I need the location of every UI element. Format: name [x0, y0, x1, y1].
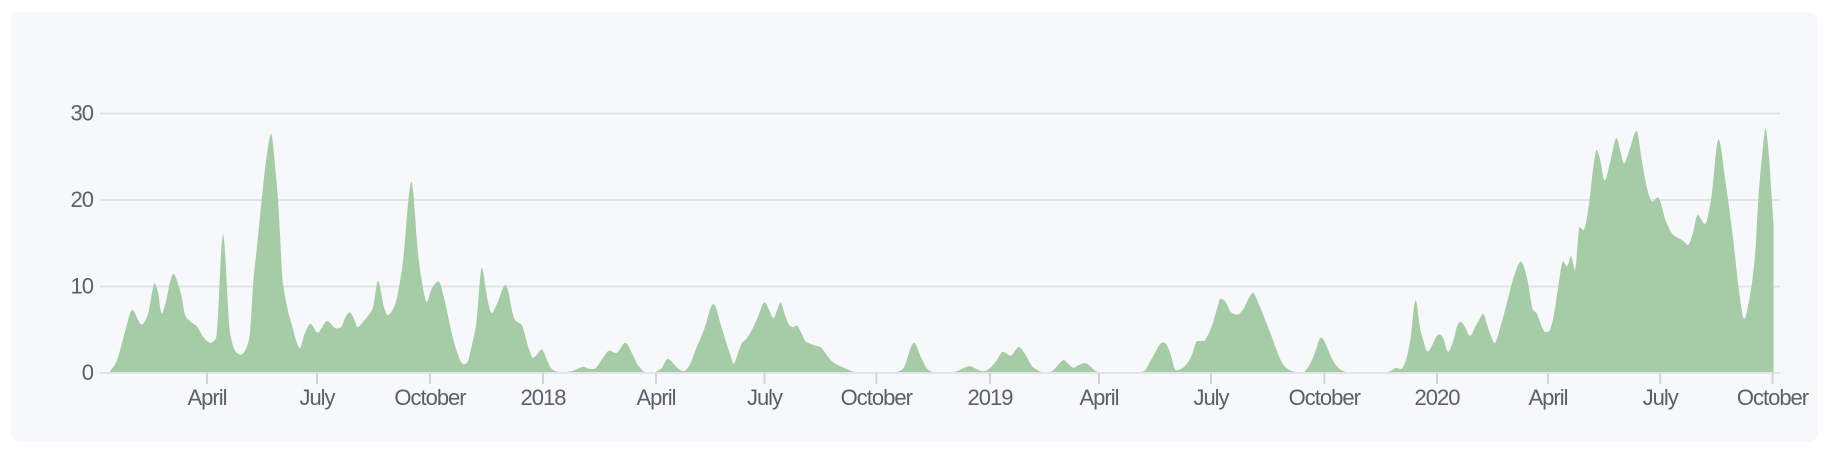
svg-text:October: October [1737, 385, 1809, 410]
svg-text:July: July [299, 385, 335, 410]
svg-text:2019: 2019 [968, 385, 1014, 410]
svg-text:2018: 2018 [521, 385, 567, 410]
svg-text:July: July [1193, 385, 1229, 410]
svg-text:2020: 2020 [1415, 385, 1461, 410]
svg-text:April: April [1079, 385, 1118, 410]
svg-text:October: October [841, 385, 913, 410]
svg-text:April: April [187, 385, 226, 410]
svg-text:10: 10 [71, 274, 94, 299]
svg-text:July: July [1643, 385, 1679, 410]
svg-text:20: 20 [71, 187, 94, 212]
svg-text:July: July [747, 385, 783, 410]
svg-text:October: October [394, 385, 466, 410]
svg-text:30: 30 [71, 101, 94, 126]
svg-text:October: October [1289, 385, 1361, 410]
svg-text:April: April [1528, 385, 1567, 410]
svg-text:April: April [636, 385, 675, 410]
svg-text:0: 0 [82, 360, 94, 385]
